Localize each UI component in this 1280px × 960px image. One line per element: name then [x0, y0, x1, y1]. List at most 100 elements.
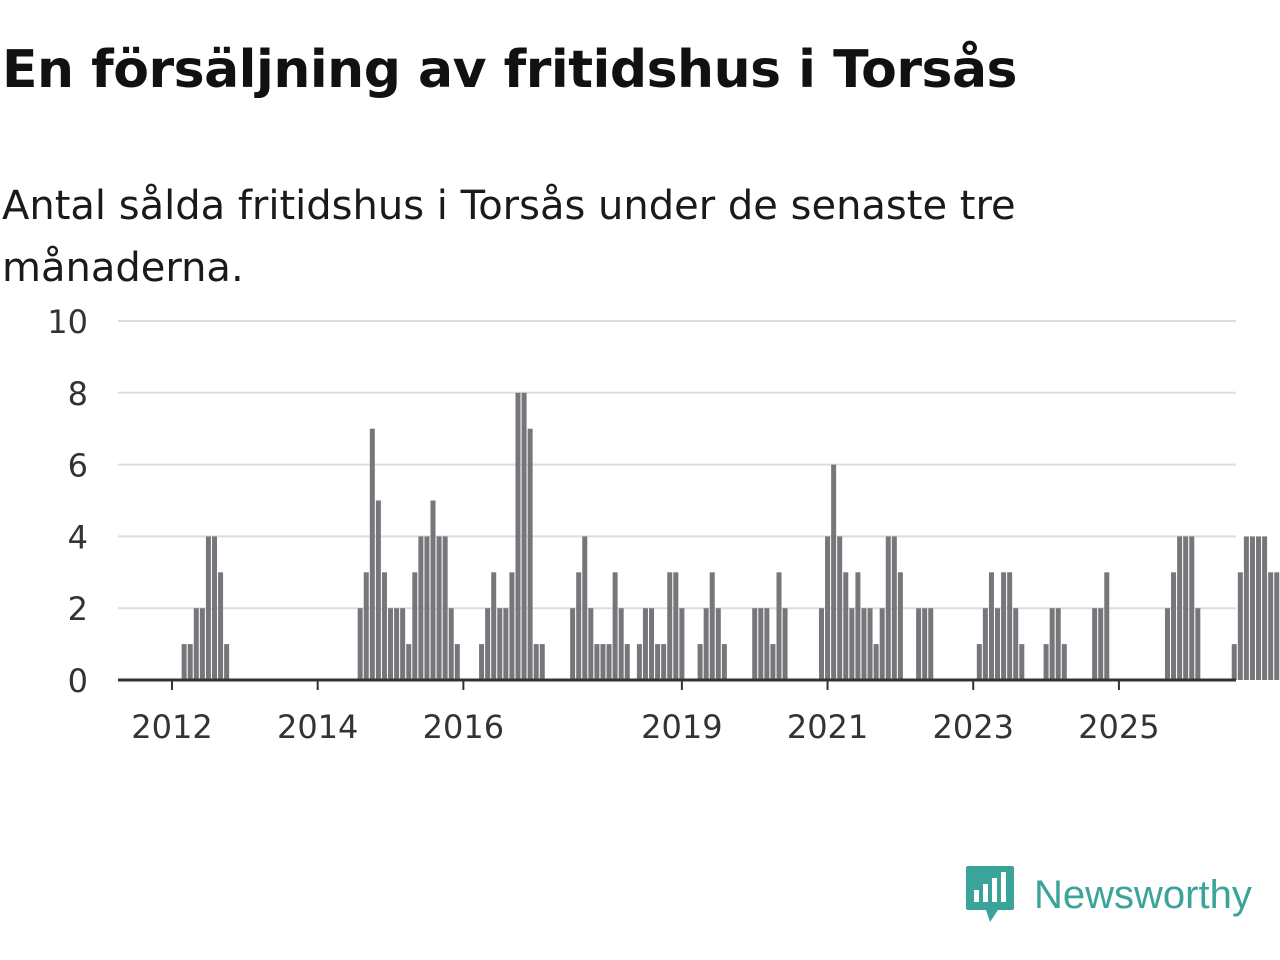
- bar: [1092, 608, 1098, 680]
- chart-subtitle: Antal sålda fritidshus i Torsås under de…: [2, 183, 1016, 291]
- bar: [491, 572, 497, 680]
- bar: [181, 644, 187, 680]
- x-tick-label: 2025: [1078, 708, 1159, 746]
- bar: [1055, 608, 1061, 680]
- bar: [1183, 536, 1189, 680]
- bar: [873, 644, 879, 680]
- bar: [418, 536, 424, 680]
- bar: [1237, 572, 1243, 680]
- bar: [503, 608, 509, 680]
- x-tick-label: 2012: [131, 708, 212, 746]
- bar: [224, 644, 230, 680]
- y-tick-label: 2: [68, 590, 88, 628]
- bar: [1061, 644, 1067, 680]
- bar: [1256, 536, 1262, 680]
- bar: [758, 608, 764, 680]
- bar: [515, 392, 521, 680]
- bar: [1189, 536, 1195, 680]
- bar: [1098, 608, 1104, 680]
- bar: [703, 608, 709, 680]
- bar: [715, 608, 721, 680]
- bar: [825, 536, 831, 680]
- bar: [1268, 572, 1274, 680]
- bar: [673, 572, 679, 680]
- bar: [879, 608, 885, 680]
- bar: [509, 572, 515, 680]
- bar: [454, 644, 460, 680]
- bar: [1195, 608, 1201, 680]
- bar: [375, 500, 381, 680]
- bar: [539, 644, 545, 680]
- bar: [1262, 536, 1268, 680]
- bar: [867, 608, 873, 680]
- bar: [485, 608, 491, 680]
- y-tick-label: 0: [68, 662, 88, 700]
- bar: [1274, 572, 1280, 680]
- bar: [667, 572, 673, 680]
- bars: [181, 392, 1280, 680]
- bar: [1043, 644, 1049, 680]
- bar: [357, 608, 363, 680]
- bar: [1243, 536, 1249, 680]
- bar: [211, 536, 217, 680]
- x-tick-label: 2023: [933, 708, 1014, 746]
- bar: [782, 608, 788, 680]
- bar: [442, 536, 448, 680]
- x-tick-label: 2014: [277, 708, 358, 746]
- tick-labels: 024681012012201420162019202120232025: [47, 303, 1159, 746]
- bar: [897, 572, 903, 680]
- bar: [369, 428, 375, 680]
- bar: [843, 572, 849, 680]
- bar: [885, 536, 891, 680]
- bar: [928, 608, 934, 680]
- bar-chart: 024681012012201420162019202120232025: [47, 303, 1280, 746]
- x-tick-label: 2019: [641, 708, 722, 746]
- bar: [527, 428, 533, 680]
- bar: [1013, 608, 1019, 680]
- bar: [709, 572, 715, 680]
- bar: [448, 608, 454, 680]
- bar: [636, 644, 642, 680]
- newsworthy-logo-icon: [966, 866, 1014, 922]
- bar: [394, 608, 400, 680]
- bar: [199, 608, 205, 680]
- bar: [1049, 608, 1055, 680]
- bar: [570, 608, 576, 680]
- bar: [582, 536, 588, 680]
- newsworthy-logo: Newsworthy: [964, 864, 1252, 926]
- bar: [697, 644, 703, 680]
- y-tick-label: 10: [47, 303, 88, 341]
- axes: [118, 678, 1236, 690]
- bar: [649, 608, 655, 680]
- bar: [818, 608, 824, 680]
- bar: [976, 644, 982, 680]
- bar: [1171, 572, 1177, 680]
- bar: [679, 608, 685, 680]
- bar: [205, 536, 211, 680]
- bar: [1019, 644, 1025, 680]
- bar: [600, 644, 606, 680]
- bar: [1104, 572, 1110, 680]
- bar: [916, 608, 922, 680]
- bar: [1231, 644, 1237, 680]
- bar: [1249, 536, 1255, 680]
- newsworthy-logo-text: Newsworthy: [1034, 872, 1252, 917]
- bar: [770, 644, 776, 680]
- bar: [618, 608, 624, 680]
- bar: [533, 644, 539, 680]
- bar: [721, 644, 727, 680]
- bar: [624, 644, 630, 680]
- bar: [187, 644, 193, 680]
- bar: [995, 608, 1001, 680]
- bar: [521, 392, 527, 680]
- bar: [1001, 572, 1007, 680]
- bar: [837, 536, 843, 680]
- bar: [642, 608, 648, 680]
- bar: [406, 644, 412, 680]
- bar: [430, 500, 436, 680]
- bar: [831, 464, 837, 680]
- x-tick-label: 2021: [787, 708, 868, 746]
- bar: [861, 608, 867, 680]
- y-tick-label: 6: [68, 447, 88, 485]
- bar: [576, 572, 582, 680]
